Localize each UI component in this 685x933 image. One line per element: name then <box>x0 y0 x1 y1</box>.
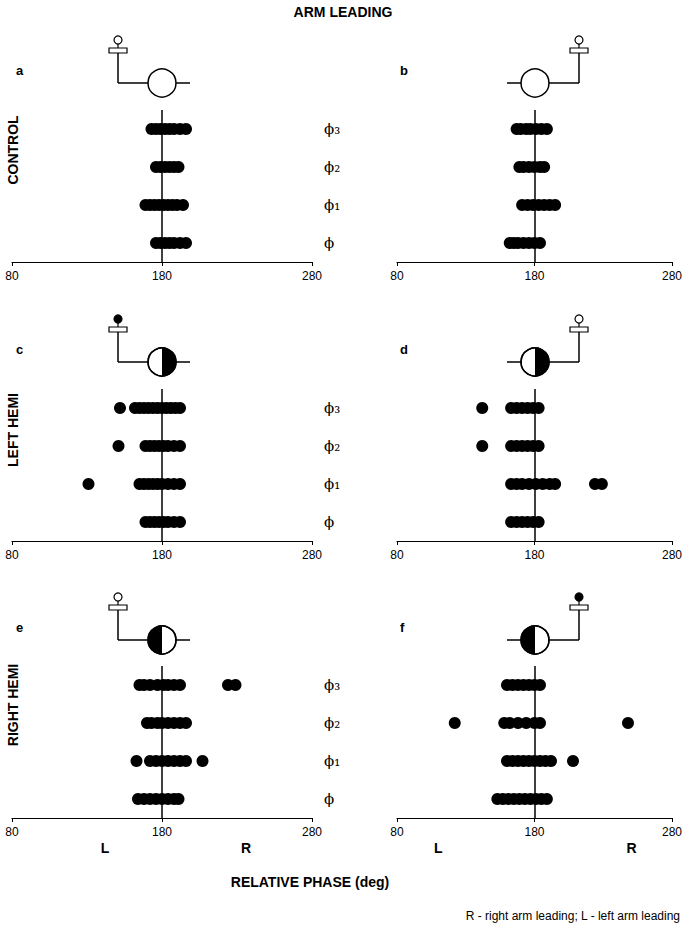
svg-text:R - right arm leading; L - lef: R - right arm leading; L - left arm lead… <box>466 909 680 923</box>
svg-text:RIGHT HEMI: RIGHT HEMI <box>5 664 21 746</box>
svg-text:R: R <box>241 840 251 856</box>
svg-text:R: R <box>627 840 637 856</box>
svg-text:d: d <box>400 342 408 357</box>
svg-text:c: c <box>16 342 23 357</box>
svg-text:e: e <box>16 620 23 635</box>
svg-text:180: 180 <box>152 825 172 839</box>
svg-text:180: 180 <box>152 269 172 283</box>
svg-text:CONTROL: CONTROL <box>5 115 21 185</box>
svg-text:180: 180 <box>524 825 544 839</box>
svg-text:ARM LEADING: ARM LEADING <box>294 4 393 20</box>
svg-text:280: 280 <box>302 548 322 562</box>
svg-text:ϕ₃: ϕ₃ <box>324 120 340 138</box>
svg-text:280: 280 <box>662 548 682 562</box>
svg-text:L: L <box>434 840 443 856</box>
svg-text:280: 280 <box>302 825 322 839</box>
svg-text:ϕ₁: ϕ₁ <box>324 752 340 770</box>
svg-text:LEFT HEMI: LEFT HEMI <box>5 393 21 467</box>
svg-text:80: 80 <box>390 548 404 562</box>
svg-text:ϕ: ϕ <box>324 234 334 252</box>
svg-text:ϕ₃: ϕ₃ <box>324 676 340 694</box>
svg-text:ϕ₂: ϕ₂ <box>324 158 340 176</box>
svg-text:ϕ₂: ϕ₂ <box>324 437 340 455</box>
svg-text:280: 280 <box>662 825 682 839</box>
svg-text:RELATIVE PHASE (deg): RELATIVE PHASE (deg) <box>231 874 389 890</box>
svg-text:ϕ: ϕ <box>324 790 334 808</box>
svg-text:180: 180 <box>152 548 172 562</box>
svg-text:L: L <box>101 840 110 856</box>
svg-text:ϕ₁: ϕ₁ <box>324 196 340 214</box>
svg-text:180: 180 <box>524 548 544 562</box>
svg-text:ϕ₂: ϕ₂ <box>324 714 340 732</box>
svg-text:ϕ: ϕ <box>324 513 334 531</box>
svg-text:b: b <box>400 63 408 78</box>
svg-text:280: 280 <box>662 269 682 283</box>
svg-text:80: 80 <box>390 269 404 283</box>
svg-text:80: 80 <box>5 548 19 562</box>
svg-text:ϕ₃: ϕ₃ <box>324 399 340 417</box>
svg-text:180: 180 <box>524 269 544 283</box>
svg-text:80: 80 <box>5 825 19 839</box>
svg-text:f: f <box>400 620 405 635</box>
svg-text:a: a <box>16 63 24 78</box>
svg-text:80: 80 <box>5 269 19 283</box>
svg-text:280: 280 <box>302 269 322 283</box>
svg-text:ϕ₁: ϕ₁ <box>324 475 340 493</box>
svg-text:80: 80 <box>390 825 404 839</box>
